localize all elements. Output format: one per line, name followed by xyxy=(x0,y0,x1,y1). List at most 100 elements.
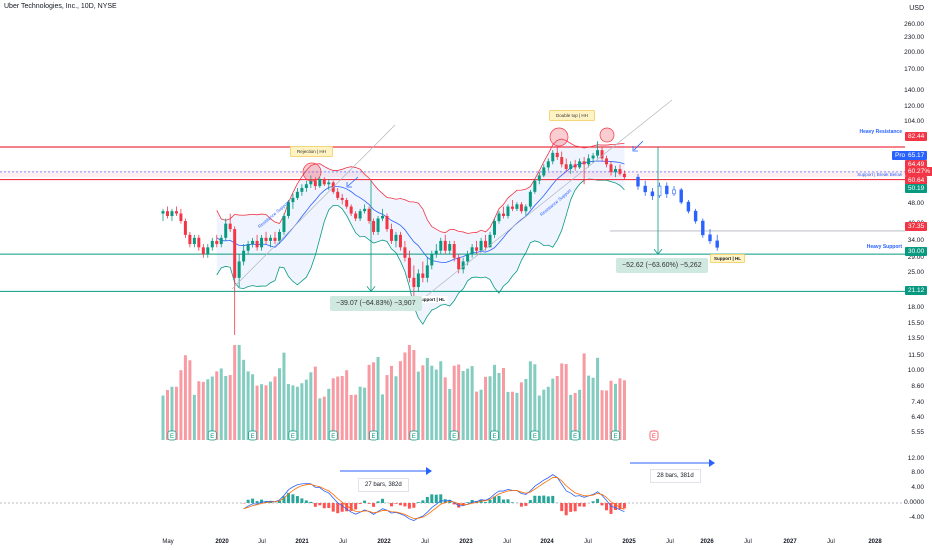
candle xyxy=(322,177,326,187)
volume-bar xyxy=(206,379,210,440)
macd-histogram-bar xyxy=(282,496,286,503)
volume-bar xyxy=(242,359,246,440)
macd-histogram-bar xyxy=(398,503,402,506)
macd-histogram-bar xyxy=(381,498,385,503)
volume-bar xyxy=(224,376,228,440)
candle xyxy=(389,223,393,245)
annotation-double-top: Double top | HH xyxy=(549,110,595,121)
candle xyxy=(506,204,510,219)
candle-body xyxy=(394,234,398,241)
volume-bar xyxy=(425,357,429,440)
candle-body xyxy=(439,240,443,251)
projection-body xyxy=(650,191,655,197)
volume-bar xyxy=(461,370,465,440)
earnings-box xyxy=(369,430,378,441)
candle-body xyxy=(466,254,470,262)
candle xyxy=(569,161,573,174)
candle-body xyxy=(596,150,600,156)
candle-body xyxy=(398,234,402,248)
candle-body xyxy=(300,187,304,192)
earnings-marker: E xyxy=(449,430,459,441)
macd-histogram-bar xyxy=(318,503,322,506)
candle xyxy=(318,177,322,188)
volume-bar xyxy=(582,353,586,440)
macd-histogram-bar xyxy=(363,500,367,503)
price-axis-tick: 10.00 xyxy=(907,366,924,374)
candle xyxy=(161,208,165,222)
candle-body xyxy=(493,221,497,235)
macd-histogram-bar xyxy=(452,503,456,505)
volume-bar xyxy=(600,390,604,440)
volume-bar xyxy=(300,383,304,440)
projection-body xyxy=(679,189,683,203)
volume-bar xyxy=(192,394,196,440)
earnings-marker: E xyxy=(248,430,257,441)
earnings-label: E xyxy=(493,434,497,440)
earnings-label: E xyxy=(170,434,174,440)
macd-histogram-bar xyxy=(591,501,595,503)
volume-bar xyxy=(264,385,268,440)
macd-histogram-bar xyxy=(578,503,582,507)
projection-candle xyxy=(686,199,691,214)
candles xyxy=(161,141,626,335)
candle-body xyxy=(161,211,165,214)
earnings-marker: E xyxy=(207,430,217,441)
candle xyxy=(618,164,622,176)
candle-body xyxy=(354,213,358,219)
candle-body xyxy=(528,191,532,207)
candle xyxy=(564,158,568,173)
candle xyxy=(582,157,586,185)
volume-bar xyxy=(591,377,595,440)
candle-body xyxy=(291,197,295,203)
volume-bar xyxy=(484,376,488,440)
macd-histogram-bar xyxy=(609,503,613,514)
candle-body xyxy=(269,237,273,241)
candle xyxy=(179,208,183,224)
price-axis-tick: 260.00 xyxy=(904,21,924,29)
trend-line xyxy=(414,99,673,306)
price-axis-tick: 104.00 xyxy=(904,118,924,126)
candle xyxy=(416,269,420,292)
projection-candle xyxy=(708,229,712,245)
volume-bar xyxy=(533,364,537,440)
candle xyxy=(501,206,505,219)
candle xyxy=(591,152,595,163)
candle-body xyxy=(286,202,290,216)
candle xyxy=(304,180,308,192)
price-axis-tick: 120.00 xyxy=(904,103,924,111)
earnings-box xyxy=(167,430,177,441)
price-axis-tick: 140.00 xyxy=(904,86,924,94)
time-axis-tick: 2024 xyxy=(540,539,554,545)
macd-axis-tick: 4.00 xyxy=(911,484,924,492)
pointer-arrow xyxy=(633,140,644,151)
candle-body xyxy=(322,178,326,185)
volume-bar xyxy=(551,378,555,440)
candle xyxy=(475,240,479,255)
candle-body xyxy=(367,208,371,222)
time-axis-tick: May xyxy=(162,539,174,545)
candle-body xyxy=(206,247,210,255)
volume-bar xyxy=(358,386,362,440)
price-axis-tick: 7.40 xyxy=(911,398,924,406)
drawing-overlay xyxy=(231,99,673,306)
candle-body xyxy=(273,237,277,241)
volume-bar xyxy=(269,381,273,440)
price-tag: 30.00 xyxy=(905,247,928,256)
candle-body xyxy=(192,237,196,245)
candle-body xyxy=(470,247,474,255)
macd-histogram-bar xyxy=(560,503,564,512)
candle-body xyxy=(336,191,340,198)
candle-body xyxy=(416,273,420,288)
volume-bar xyxy=(331,378,335,440)
candle xyxy=(381,208,385,222)
candle-body xyxy=(519,204,523,212)
candle xyxy=(165,206,169,219)
candle xyxy=(192,234,196,248)
candle-body xyxy=(443,240,447,251)
candle xyxy=(246,240,250,255)
projection-candle xyxy=(715,234,719,251)
time-axis-tick: Jul xyxy=(339,539,347,545)
volume-bar xyxy=(197,381,201,440)
volume-bar xyxy=(174,386,178,440)
